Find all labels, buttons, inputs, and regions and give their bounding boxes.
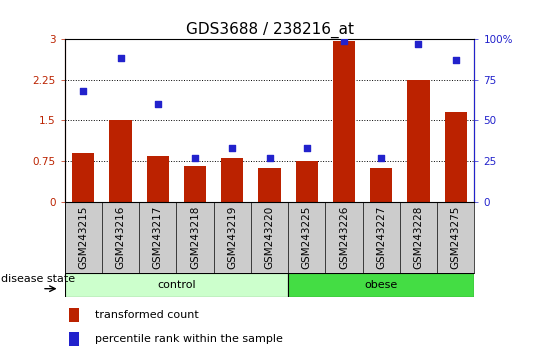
Point	[79, 88, 88, 94]
Point	[265, 155, 274, 161]
Bar	[69, 332, 79, 346]
Text: GSM243227: GSM243227	[376, 205, 386, 269]
Point	[451, 57, 460, 63]
Text: GSM243215: GSM243215	[78, 205, 88, 269]
Bar	[69, 308, 79, 322]
Text: transformed count: transformed count	[95, 310, 199, 320]
Text: GSM243220: GSM243220	[265, 205, 274, 269]
Text: GSM243217: GSM243217	[153, 205, 163, 269]
Text: GSM243228: GSM243228	[413, 205, 424, 269]
Bar	[221, 158, 244, 202]
Bar	[288, 273, 474, 297]
Bar	[147, 156, 169, 202]
Bar	[370, 167, 392, 202]
Bar	[109, 120, 132, 202]
Point	[414, 41, 423, 47]
Bar	[333, 41, 355, 202]
Bar	[445, 112, 467, 202]
Text: GSM243218: GSM243218	[190, 205, 200, 269]
Point	[116, 56, 125, 61]
Text: disease state: disease state	[1, 274, 75, 284]
Point	[377, 155, 385, 161]
Point	[340, 38, 348, 44]
Text: percentile rank within the sample: percentile rank within the sample	[95, 333, 284, 344]
Bar	[295, 161, 318, 202]
Text: GSM243216: GSM243216	[115, 205, 126, 269]
Point	[154, 101, 162, 107]
Bar	[65, 273, 288, 297]
Point	[191, 155, 199, 161]
Text: obese: obese	[364, 280, 398, 290]
Point	[228, 145, 237, 151]
Bar	[184, 166, 206, 202]
Point	[302, 145, 311, 151]
Bar	[407, 80, 430, 202]
Text: GSM243275: GSM243275	[451, 205, 461, 269]
Text: control: control	[157, 280, 196, 290]
Text: GSM243226: GSM243226	[339, 205, 349, 269]
Title: GDS3688 / 238216_at: GDS3688 / 238216_at	[185, 21, 354, 38]
Text: GSM243219: GSM243219	[227, 205, 237, 269]
Text: GSM243225: GSM243225	[302, 205, 312, 269]
Bar	[72, 153, 94, 202]
Bar	[258, 167, 281, 202]
